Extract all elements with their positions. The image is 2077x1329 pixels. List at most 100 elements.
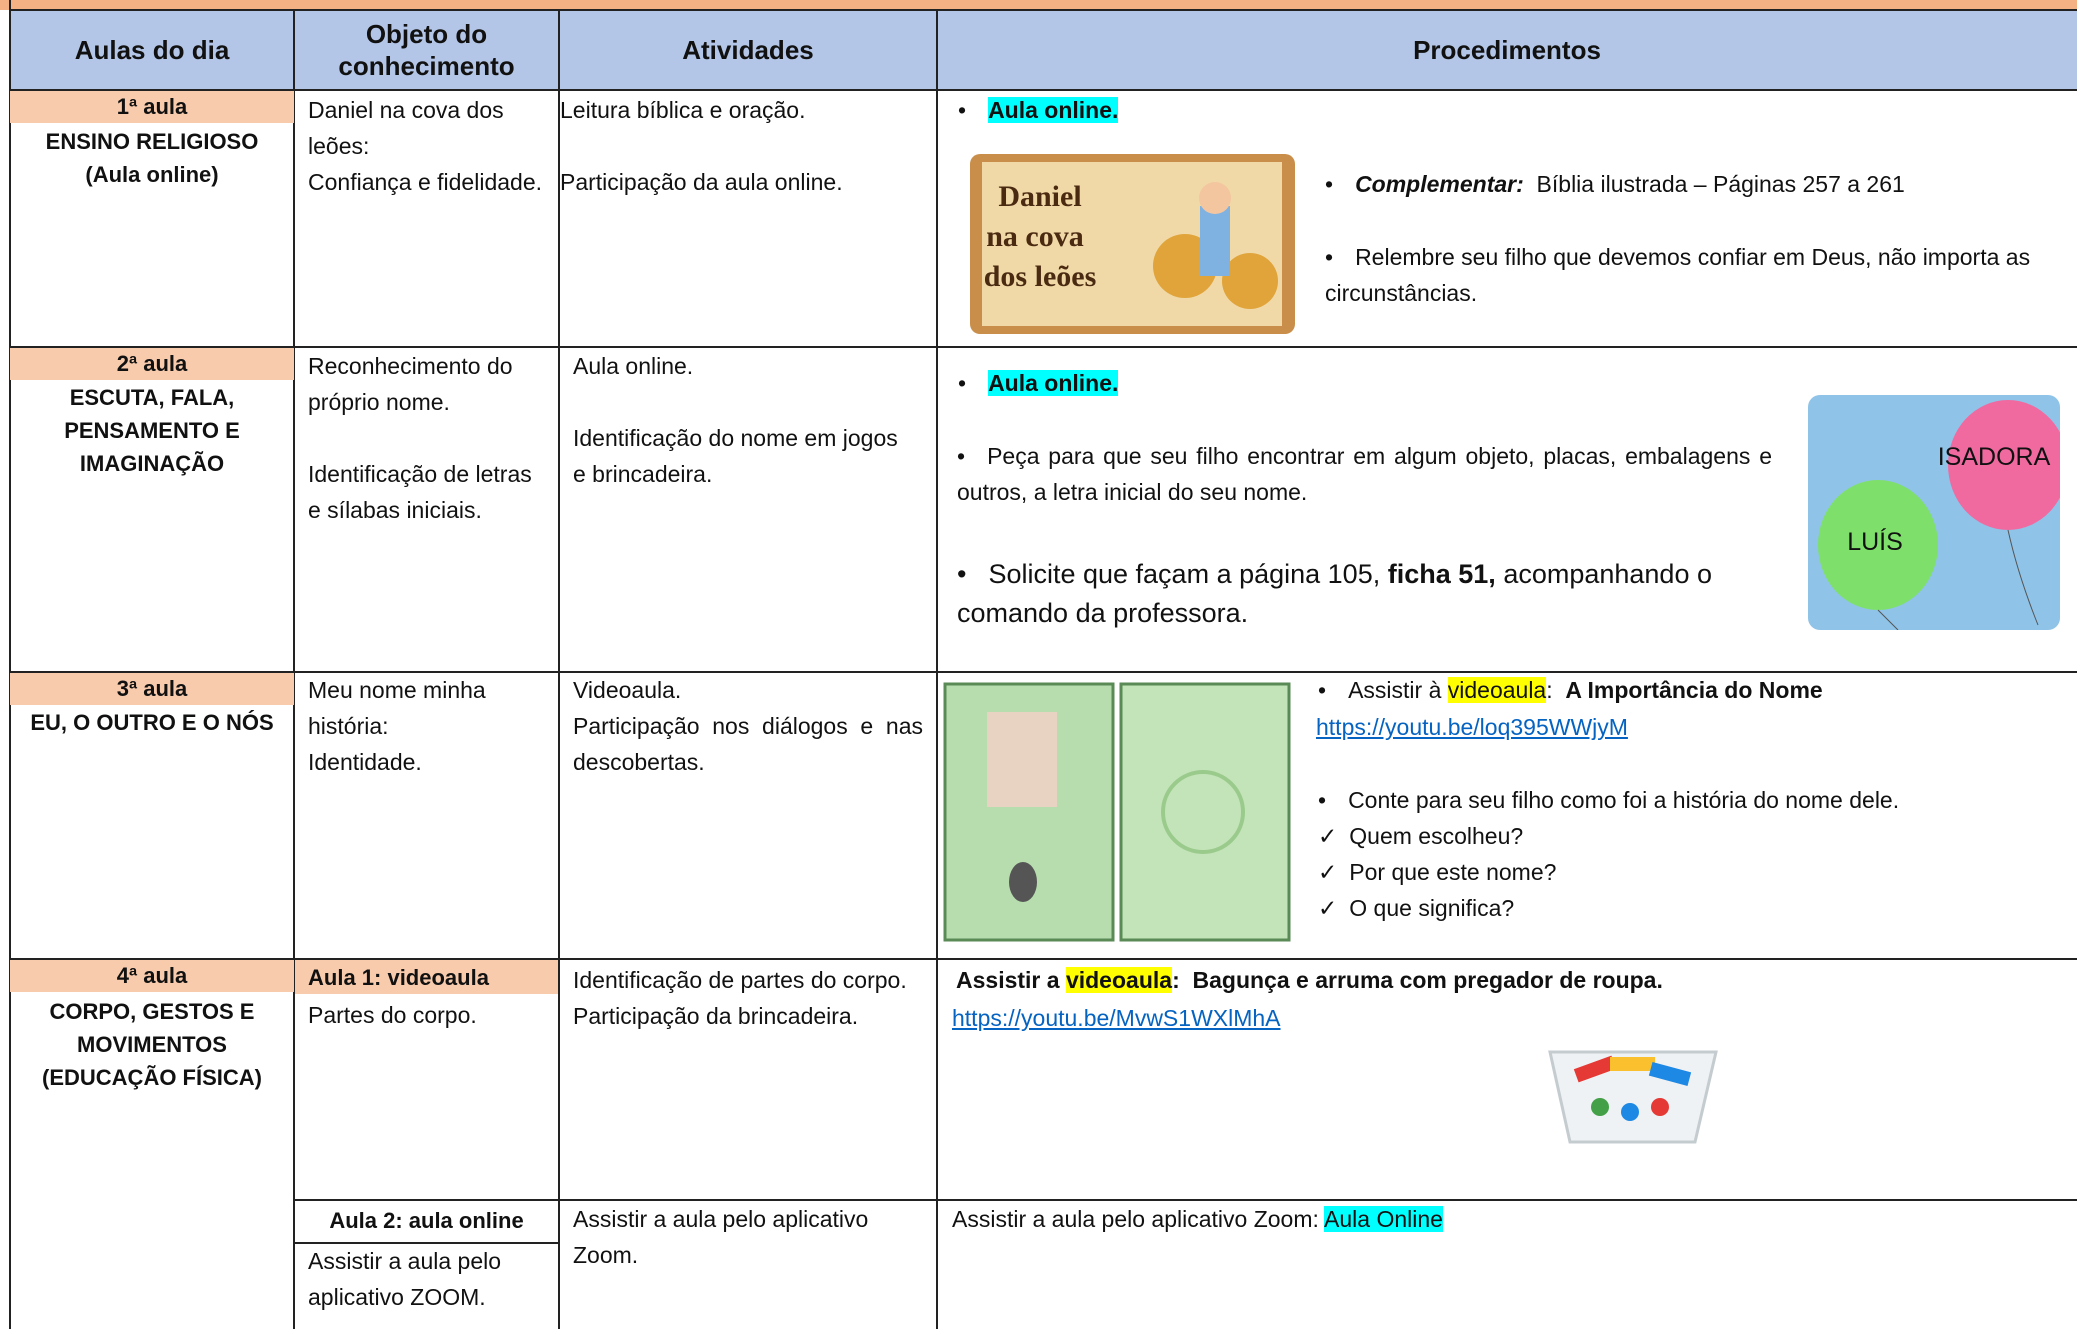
text: Assistir a: [956, 967, 1060, 993]
text: Por que este nome?: [1318, 854, 1556, 890]
assistir: Assistir a videoaula: Bagunça e arruma c…: [956, 962, 1663, 998]
text: videoaula: [1065, 967, 1173, 993]
atividades: Assistir a aula pelo aplicativo Zoom.: [573, 1201, 933, 1273]
objeto: Reconhecimento do próprio nome. Identific…: [308, 348, 538, 528]
decoration: [1648, 1062, 1692, 1086]
text: videoaula: [1447, 677, 1547, 703]
border: [293, 1199, 2077, 1201]
balloons-image: ISADORA LUÍS: [1808, 395, 2060, 630]
text: Bíblia ilustrada – Páginas 257 a 261: [1536, 171, 1905, 197]
text: Participação da aula online.: [560, 169, 843, 195]
text: Conte para seu filho como foi a história…: [1348, 787, 1900, 813]
decoration: [1651, 1098, 1669, 1116]
header: Procedimentos: [1413, 35, 1601, 65]
decoration: [1200, 206, 1230, 276]
text: Identificação do nome em jogos e brincad…: [573, 425, 898, 487]
item: Peça para que seu filho encontrar em alg…: [957, 438, 1772, 510]
decoration: [1009, 862, 1037, 902]
text: A Importância do Nome: [1565, 677, 1823, 703]
border: [9, 0, 11, 1329]
objeto: Assistir a aula pelo aplicativo ZOOM.: [308, 1248, 502, 1310]
text: Participação nos diálogos e nas descober…: [573, 713, 923, 775]
decoration: [1877, 529, 2039, 630]
decoration: [1318, 677, 1348, 703]
text: (EDUCAÇÃO FÍSICA): [42, 1065, 262, 1090]
text: CORPO, GESTOS E: [49, 999, 255, 1024]
text: dos leões: [984, 260, 1097, 293]
text: Assistir à: [1348, 677, 1442, 703]
atividades: Identificação de partes do corpo. Partici…: [573, 962, 923, 1034]
border: [9, 958, 2077, 960]
aula-tag: 4ª aula: [10, 960, 294, 992]
decoration: [1222, 253, 1278, 309]
text: MOVIMENTOS: [77, 1032, 227, 1057]
header-bg: [10, 10, 2077, 90]
text: : Bagunça e arruma com pregador de roupa…: [1172, 967, 1663, 993]
text: O que significa?: [1318, 890, 1556, 926]
text: Aula online.: [988, 370, 1119, 396]
text: Participação da brincadeira.: [573, 1003, 859, 1029]
border: [936, 10, 938, 1329]
atividades: Videoaula. Participação nos diálogos e na…: [573, 672, 923, 780]
decoration: Complementar:: [1355, 171, 1524, 197]
text: PENSAMENTO E: [64, 418, 240, 443]
aula-tag: 1ª aula: [10, 91, 294, 123]
text: Relembre seu filho que devemos confiar e…: [1325, 244, 2031, 306]
border: [293, 10, 295, 1329]
border: [9, 9, 2077, 11]
top-band: [0, 0, 2077, 10]
text: Confiança e fidelidade.: [308, 169, 542, 195]
bullet: Aula online.: [958, 92, 1119, 128]
item: Solicite que façam a página 105, ficha 5…: [957, 555, 1777, 633]
text: Daniel: [998, 180, 1081, 213]
atividades: Leitura bíblica e oração. Participação da…: [560, 92, 930, 200]
zoom: Assistir a aula pelo aplicativo Zoom: Au…: [952, 1201, 1443, 1237]
border: [9, 89, 2077, 91]
decoration: [1119, 682, 1291, 942]
text: IMAGINAÇÃO: [79, 451, 225, 476]
aula-tag: 2ª aula: [10, 348, 294, 380]
text: Aula online.: [988, 97, 1119, 123]
text: Reconhecimento do próprio nome.: [308, 353, 513, 415]
subject: ESCUTA, FALA, PENSAMENTO E IMAGINAÇÃO: [10, 381, 294, 480]
text: Solicite que façam a página 105,: [988, 559, 1381, 589]
decoration: [957, 559, 988, 589]
subject: CORPO, GESTOS E MOVIMENTOS (EDUCAÇÃO FÍSIC…: [10, 995, 294, 1094]
checklist: Quem escolheu?Por que este nome?O que si…: [1318, 818, 1556, 926]
item: Relembre seu filho que devemos confiar e…: [1325, 239, 2055, 311]
text: Aula online.: [573, 353, 694, 379]
id-card-image: [943, 682, 1291, 942]
aula-tag: 3ª aula: [10, 673, 294, 705]
header: Atividades: [682, 35, 814, 65]
text: Videoaula.: [573, 677, 682, 703]
text: Identificação de letras e sílabas inicia…: [308, 461, 532, 523]
objeto: Partes do corpo.: [308, 1002, 477, 1028]
decoration: [957, 443, 987, 469]
text: Leitura bíblica e oração.: [560, 97, 806, 123]
decoration: [1591, 1098, 1609, 1116]
objeto: Daniel na cova dos leões: Confiança e fid…: [308, 92, 553, 200]
header: Aulas do dia: [74, 35, 230, 65]
border: [9, 346, 2077, 348]
text: Quem escolheu?: [1318, 818, 1556, 854]
link[interactable]: https://youtu.be/loq395WWjyM: [1316, 714, 1628, 740]
decoration: [1948, 400, 2060, 530]
text: Daniel na cova dos leões:: [308, 97, 504, 159]
subject: ENSINO RELIGIOSO (Aula online): [10, 125, 294, 191]
text: :: [1546, 677, 1553, 703]
link[interactable]: https://youtu.be/MvwS1WXlMhA: [952, 1005, 1281, 1031]
decoration: [1325, 244, 1355, 270]
text: (Aula online): [85, 162, 219, 187]
subject: EU, O OUTRO E O NÓS: [10, 706, 294, 739]
decoration: [1621, 1103, 1639, 1121]
decoration: [1318, 787, 1348, 813]
objeto: Meu nome minha história: Identidade.: [308, 672, 548, 780]
header: Objeto do conhecimento: [338, 19, 515, 81]
part-label: Aula 2: aula online: [329, 1208, 524, 1233]
scroll-image: Daniel na cova dos leões: [970, 154, 1295, 334]
text: Assistir a aula pelo aplicativo Zoom.: [573, 1206, 869, 1268]
assistir: Assistir à videoaula: A Importância do N…: [1318, 672, 2068, 708]
bullet: Aula online.: [958, 365, 1119, 401]
text: Peça para que seu filho encontrar em alg…: [957, 443, 1772, 505]
